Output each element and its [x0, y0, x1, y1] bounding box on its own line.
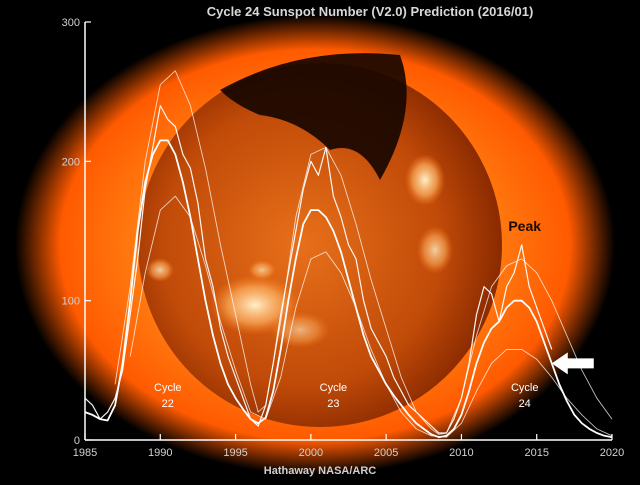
credit-label: Hathaway NASA/ARC: [264, 465, 377, 477]
cycle-22-label: Cycle: [154, 382, 182, 394]
cycle-23-label: Cycle: [320, 382, 348, 394]
series-line-monthly: [84, 105, 553, 434]
x-tick-label: 2010: [449, 447, 473, 459]
series-line-envelope-lower: [129, 195, 613, 438]
x-tick-label: 2020: [600, 447, 624, 459]
ticks: [84, 21, 613, 441]
y-tick-label: 200: [62, 156, 80, 168]
axes: [84, 22, 612, 441]
x-tick-label: 1990: [148, 447, 172, 459]
x-tick-label: 1985: [73, 447, 97, 459]
cycle-22-number: 22: [162, 398, 174, 410]
cycle-24-number: 24: [519, 398, 531, 410]
chart-title: Cycle 24 Sunspot Number (V2.0) Predictio…: [207, 4, 534, 19]
series-line-smoothed: [84, 139, 613, 439]
x-tick-label: 1995: [223, 447, 247, 459]
sun-background: [15, 15, 615, 475]
active-region: [405, 154, 445, 206]
arrow-left-icon: [551, 352, 594, 375]
y-tick-label: 300: [62, 17, 80, 29]
series-layer: [84, 70, 613, 439]
sun-disk: [138, 63, 502, 427]
coronal-hole: [220, 53, 407, 180]
active-region: [146, 258, 174, 282]
x-tick-label: 2000: [299, 447, 323, 459]
annotations: Cycle 22 Cycle 23 Cycle 24 Peak: [154, 218, 594, 410]
cycle-23-number: 23: [327, 398, 339, 410]
x-tick-label: 2015: [524, 447, 548, 459]
active-region: [248, 260, 276, 280]
y-tick-label: 100: [62, 296, 80, 308]
tick-labels: 1985 1990 1995 2000 2005 2010 2015 2020 0 100 200 3…: [62, 17, 625, 459]
cycle-24-label: Cycle: [511, 382, 539, 394]
peak-label: Peak: [508, 218, 541, 234]
x-tick-label: 2005: [374, 447, 398, 459]
series-line-envelope-upper: [114, 70, 613, 435]
active-region: [417, 226, 453, 274]
y-tick-label: 0: [74, 435, 80, 447]
